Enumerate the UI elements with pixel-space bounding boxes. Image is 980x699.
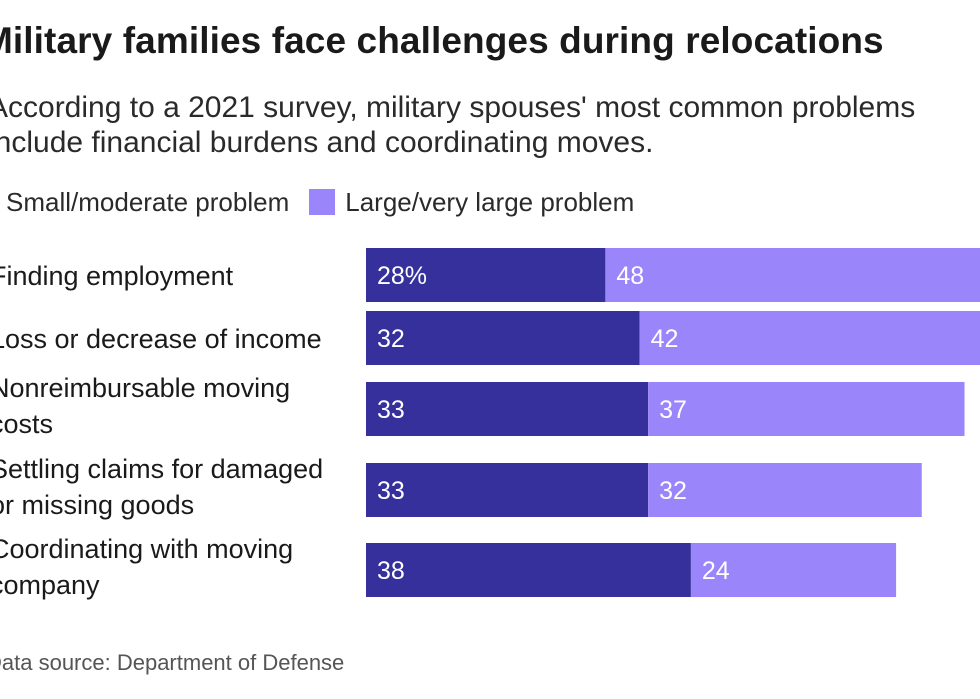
legend-swatch-large (309, 189, 336, 215)
bar-large-very-large (690, 543, 897, 597)
bar-large-very-large (648, 463, 922, 517)
chart-title: Military families face challenges during… (0, 20, 884, 61)
legend: Small/moderate problem Large/very large … (0, 185, 654, 219)
category-label: Settling claims for damaged (0, 454, 323, 484)
data-label: 28% (377, 262, 427, 290)
legend-item-small: Small/moderate problem (0, 187, 289, 218)
bar-small-moderate (366, 543, 691, 597)
data-source: Data source: Department of Defense (0, 650, 345, 675)
bar-small-moderate (366, 463, 649, 517)
category-label: costs (0, 409, 53, 439)
bar-large-very-large (648, 382, 965, 436)
legend-item-large: Large/very large problem (309, 187, 634, 218)
data-label: 37 (659, 396, 687, 424)
data-label: 24 (702, 557, 730, 585)
data-label: 33 (377, 477, 405, 505)
data-label: 42 (651, 325, 679, 353)
legend-label-large: Large/very large problem (345, 186, 635, 217)
data-label: 48 (616, 262, 644, 290)
category-label: Finding employment (0, 261, 234, 291)
bar-small-moderate (366, 382, 649, 436)
chart-subtitle: According to a 2021 survey, military spo… (0, 91, 916, 159)
category-label: Loss or decrease of income (0, 324, 322, 354)
category-label: Nonreimbursable moving (0, 373, 290, 403)
data-label: 38 (377, 557, 405, 585)
bar-small-moderate (366, 248, 606, 302)
data-label: 32 (377, 325, 405, 353)
data-label: 33 (377, 396, 405, 424)
bar-small-moderate (366, 311, 640, 365)
bar-large-very-large (639, 311, 980, 365)
data-label: 32 (659, 477, 687, 505)
legend-label-small: Small/moderate problem (6, 186, 290, 217)
bar-chart: Finding employment 28% 48 Loss or decrease … (0, 248, 980, 600)
bar-large-very-large (605, 248, 980, 302)
category-label: Coordinating with moving (0, 534, 293, 564)
category-label: company (0, 570, 100, 600)
category-label: or missing goods (0, 490, 194, 520)
